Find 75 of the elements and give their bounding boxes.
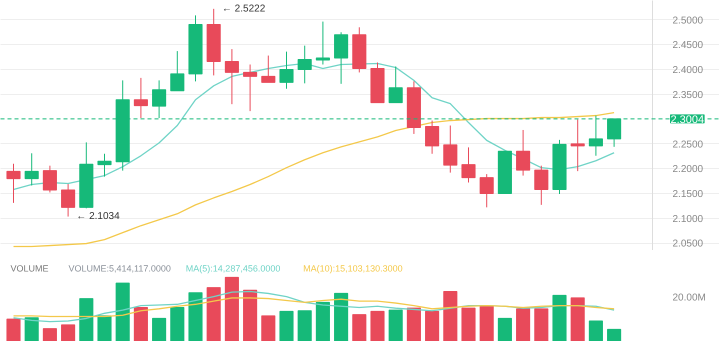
candlestick	[6, 163, 21, 204]
y-tick-label: 2.3500	[672, 90, 704, 101]
bar	[570, 297, 585, 341]
text: MA(5):14,287,456.0000	[186, 264, 280, 274]
candlestick	[24, 152, 39, 186]
chart-title: VOLUME	[10, 264, 49, 274]
annotation: ← 2.1034	[76, 211, 120, 222]
bar	[461, 308, 476, 341]
y-tick-label: 2.0500	[672, 238, 704, 250]
bar	[480, 306, 494, 341]
bar	[243, 290, 258, 341]
y-tick-label: 2.4500	[672, 40, 704, 52]
candlestick	[516, 129, 530, 176]
candlestick	[570, 119, 585, 172]
candlestick	[152, 80, 166, 119]
bar	[352, 314, 366, 341]
bar	[534, 308, 548, 341]
bar	[97, 315, 112, 341]
bar	[206, 287, 221, 341]
candlestick	[534, 165, 548, 206]
y-tick-label: 2.1500	[672, 188, 704, 200]
candlestick	[461, 146, 476, 184]
bar	[24, 317, 39, 341]
candlestick	[480, 174, 494, 208]
candlestick	[388, 66, 403, 104]
bar	[188, 292, 203, 341]
ref-line-label: 2.3004	[670, 114, 704, 126]
line-series	[12, 112, 615, 248]
bar	[516, 308, 530, 341]
bar	[316, 302, 330, 341]
bar	[388, 310, 403, 341]
series-label: VOLUME:5,414,117.0000	[68, 264, 171, 274]
bar	[134, 307, 148, 341]
bar	[370, 310, 385, 341]
bar	[116, 282, 130, 341]
candlestick	[334, 32, 348, 84]
bar	[406, 308, 421, 341]
bar	[42, 328, 57, 341]
candlestick	[298, 45, 312, 84]
text: 20.00M	[672, 292, 706, 304]
bar	[279, 310, 294, 341]
y-tick-label: 2.2000	[672, 164, 704, 176]
candlestick	[443, 125, 458, 174]
candlestick	[425, 120, 440, 154]
bar	[298, 310, 312, 341]
candlestick	[279, 51, 294, 90]
bar	[425, 310, 440, 341]
bar	[170, 307, 184, 341]
annotation: ← 2.5222	[222, 3, 266, 14]
candlestick	[61, 184, 76, 218]
bar	[334, 292, 348, 341]
bar	[61, 324, 76, 341]
bar	[498, 318, 512, 341]
candlestick	[261, 55, 276, 83]
y-tick-label: 2.1000	[672, 214, 704, 225]
candlestick	[134, 77, 148, 119]
y-tick-label: 2.4000	[672, 64, 704, 76]
candlestick	[243, 64, 258, 112]
candlestick	[316, 21, 330, 65]
bar	[6, 318, 21, 341]
y-tick-label: 2.2500	[672, 139, 704, 150]
text: MA(10):15,103,130.3000	[303, 264, 403, 274]
y-tick-label: 2.5000	[672, 15, 704, 26]
bar	[261, 315, 276, 341]
bar	[152, 318, 166, 341]
candlestick	[97, 153, 112, 178]
candlestick	[224, 48, 239, 105]
candlestick	[170, 50, 184, 92]
bar	[79, 298, 94, 341]
bar	[443, 291, 458, 341]
bar	[552, 294, 567, 341]
bar	[607, 328, 622, 341]
candlestick	[42, 165, 57, 193]
bar	[224, 276, 239, 341]
bar	[588, 320, 603, 341]
